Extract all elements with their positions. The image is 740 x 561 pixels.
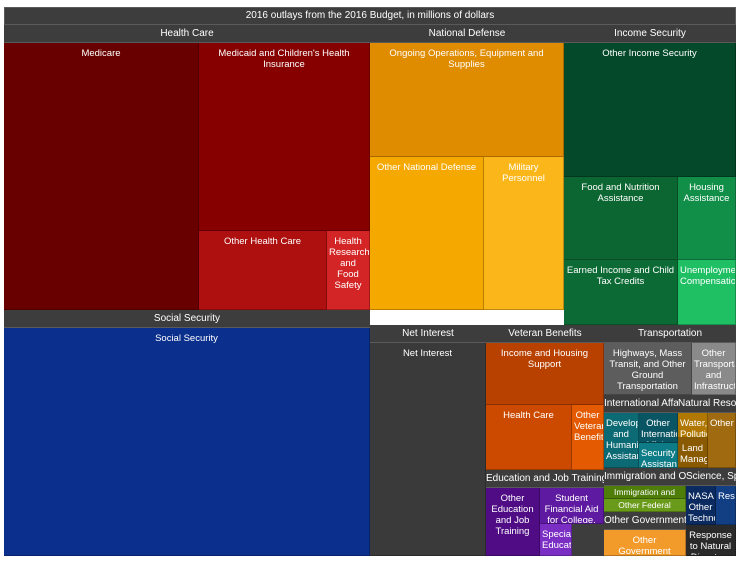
treemap-cell-natural-resources-and-environment-water-pollution-and-environment[interactable]: Water, Pollution, and Environment [678, 413, 708, 438]
treemap-cell-health-care-health-research-and-food-safety[interactable]: Health Research and Food Safety [327, 231, 370, 310]
treemap-cell-natural-resources-and-environment-other[interactable]: Other [708, 413, 736, 468]
group-title-international-affairs: International Affairs [604, 395, 678, 413]
treemap-cell-immigration-and-other-federal-law-enforcement-other-federal[interactable]: Other Federal [604, 499, 686, 512]
treemap-cell-net-interest-net-interest[interactable]: Net Interest [370, 343, 486, 556]
treemap-cell-income-security-food-and-nutrition-assistance[interactable]: Food and Nutrition Assistance [564, 177, 678, 260]
treemap-cell-social-security-social-security[interactable]: Social Security [4, 328, 370, 556]
treemap-cell-veteran-benefits-health-care[interactable]: Health Care [486, 405, 572, 470]
treemap-cell-science-space-and-technology-research[interactable]: Research [716, 486, 736, 525]
group-title-veteran-benefits: Veteran Benefits [486, 325, 604, 343]
treemap-cell-science-space-and-technology-nasa-other-technology-programs[interactable]: NASA Other Technology Programs [686, 486, 716, 525]
group-title-transportation: Transportation [604, 325, 736, 343]
treemap-cell-education-and-job-training-other-education-and-job-training[interactable]: Other Education and Job Training [486, 488, 540, 556]
treemap-cell-income-security-unemployment-compensation[interactable]: Unemployment Compensation [678, 260, 736, 325]
treemap-cell-international-affairs-security-assistance[interactable]: Security Assistance [639, 443, 678, 468]
treemap-cell-health-care-other-health-care[interactable]: Other Health Care [199, 231, 327, 310]
treemap-cell-education-and-job-training-special-education[interactable]: Special Education [540, 524, 572, 556]
treemap-cell-national-defense-ongoing-operations-equipment-and-supplies[interactable]: Ongoing Operations, Equipment and Suppli… [370, 43, 564, 157]
group-title-income-security: Income Security [564, 25, 736, 43]
treemap-cell-veteran-benefits-income-and-housing-support[interactable]: Income and Housing Support [486, 343, 604, 405]
group-title-science-space-and-technology: Science, Space, and Technology [686, 468, 736, 486]
chart-title: 2016 outlays from the 2016 Budget, in mi… [4, 7, 736, 25]
group-title-social-security: Social Security [4, 310, 370, 328]
treemap-cell-transportation-highways-mass-transit-and-other-ground-transportation[interactable]: Highways, Mass Transit, and Other Ground… [604, 343, 692, 395]
group-title-natural-resources-and-environment: Natural Resources and Environment [678, 395, 736, 413]
treemap-cell-natural-resources-and-environment-land-management[interactable]: Land Management [678, 438, 708, 468]
treemap-cell-response-to-natural-disasters-response-to-natural-disasters[interactable]: Response to Natural Disasters [686, 525, 736, 556]
group-title-other-government: Other Government [604, 512, 686, 530]
treemap-cell-veteran-benefits-other-veteran-benefits[interactable]: Other Veteran Benefits [572, 405, 604, 470]
group-title-health-care: Health Care [4, 25, 370, 43]
treemap-cell-health-care-medicare[interactable]: Medicare [4, 43, 199, 310]
treemap-cell-health-care-medicaid-and-children-s-health-insurance[interactable]: Medicaid and Children's Health Insurance [199, 43, 370, 231]
treemap-cell-international-affairs-development-and-humanitarian-assistance[interactable]: Development and Humanitarian Assistance [604, 413, 639, 468]
treemap-cell-transportation-other-transportation-and-infrastructure[interactable]: Other Transportation and Infrastructure [692, 343, 736, 395]
treemap-cell-education-and-job-training-student-financial-aid-for-college-funds-for-school[interactable]: Student Financial Aid for College, Funds… [540, 488, 604, 524]
group-title-education-and-job-training: Education and Job Training [486, 470, 604, 488]
group-title-national-defense: National Defense [370, 25, 564, 43]
treemap-cell-income-security-housing-assistance[interactable]: Housing Assistance [678, 177, 736, 260]
treemap-cell-international-affairs-other-international-affairs[interactable]: Other International Affairs [639, 413, 678, 443]
treemap-cell-other-government-other-government-programs[interactable]: Other Government Programs [604, 530, 686, 556]
group-title-net-interest: Net Interest [370, 325, 486, 343]
group-title-immigration-and-other-federal-law-enforcement: Immigration and Other Federal Law Enforc… [604, 468, 686, 486]
treemap-cell-national-defense-military-personnel[interactable]: Military Personnel [484, 157, 564, 310]
treemap-cell-income-security-other-income-security[interactable]: Other Income Security [564, 43, 736, 177]
treemap-cell-immigration-and-other-federal-law-enforcement-immigration-and-law-enforcement[interactable]: Immigration and Law Enforcement [604, 486, 686, 499]
treemap-cell-national-defense-other-national-defense[interactable]: Other National Defense [370, 157, 484, 310]
treemap-cell-income-security-earned-income-and-child-tax-credits[interactable]: Earned Income and Child Tax Credits [564, 260, 678, 325]
